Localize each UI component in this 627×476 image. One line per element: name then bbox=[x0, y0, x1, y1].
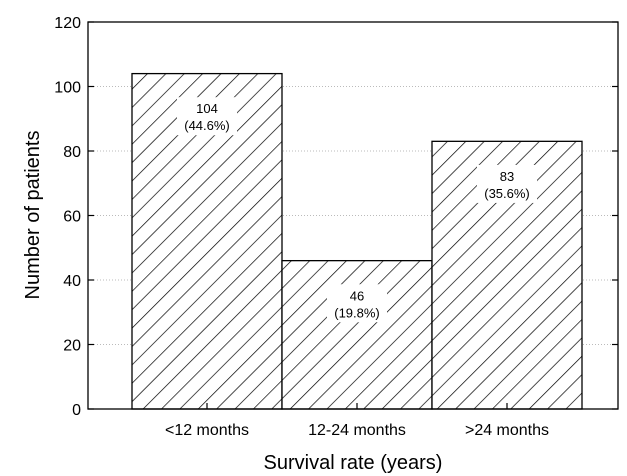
data-label-count: 83 bbox=[500, 169, 514, 184]
data-label-background bbox=[477, 164, 537, 203]
data-label-percent: (35.6%) bbox=[484, 186, 530, 201]
data-label-2: 46 (19.8%) bbox=[327, 284, 387, 323]
y-tick-label: 100 bbox=[54, 80, 81, 97]
y-axis-title: Number of patients bbox=[22, 131, 44, 300]
x-tick-label: >24 months bbox=[465, 422, 549, 439]
y-tick-label: 20 bbox=[63, 338, 81, 355]
data-label-percent: (19.8%) bbox=[334, 305, 380, 320]
data-labels: 104 (44.6%) 46 (19.8%) 83 (35.6%) bbox=[177, 97, 537, 323]
y-tick-label: 80 bbox=[63, 144, 81, 161]
x-axis-ticks: <12 months 12-24 months >24 months bbox=[165, 403, 549, 439]
data-label-3: 83 (35.6%) bbox=[477, 164, 537, 203]
x-tick-label: <12 months bbox=[165, 422, 249, 439]
data-label-1: 104 (44.6%) bbox=[177, 97, 237, 136]
y-tick-label: 120 bbox=[54, 15, 81, 32]
data-label-background bbox=[177, 97, 237, 136]
x-axis-title: Survival rate (years) bbox=[264, 452, 443, 474]
bar-2 bbox=[281, 259, 433, 410]
y-tick-label: 0 bbox=[72, 402, 81, 419]
data-label-count: 46 bbox=[350, 288, 364, 303]
x-tick-label: 12-24 months bbox=[308, 422, 406, 439]
data-label-count: 104 bbox=[196, 101, 218, 116]
y-axis-ticks: 0 20 40 60 80 100 120 bbox=[54, 15, 618, 419]
y-tick-label: 40 bbox=[63, 273, 81, 290]
data-label-percent: (44.6%) bbox=[184, 118, 230, 133]
y-tick-label: 60 bbox=[63, 209, 81, 226]
data-label-background bbox=[327, 284, 387, 323]
